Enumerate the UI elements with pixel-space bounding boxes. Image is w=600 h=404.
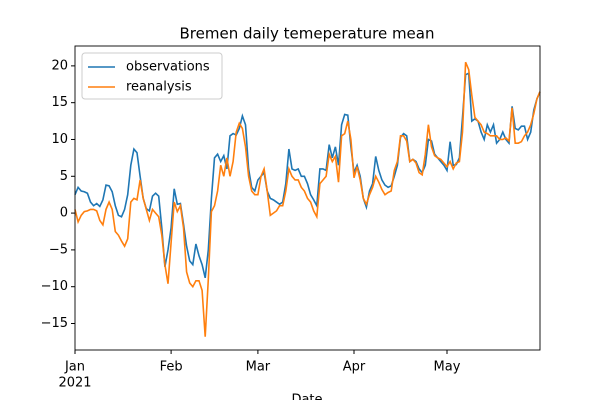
series-line (74, 61, 541, 337)
x-tick-label: Feb (160, 360, 183, 375)
legend-box (81, 52, 223, 100)
x-tick-label: Apr (343, 360, 366, 375)
y-tick-label: 5 (60, 169, 68, 184)
x-tick-label: Jan (64, 360, 85, 375)
y-tick-label: −15 (41, 316, 68, 331)
y-tick-label: 10 (51, 132, 68, 147)
x-tick-label: Mar (246, 360, 271, 375)
x-axis-label: Date (291, 393, 322, 401)
year-label: 2021 (58, 376, 91, 391)
plot-frame (74, 45, 541, 351)
y-tick-label: 15 (51, 95, 68, 110)
y-tick-label: −10 (41, 279, 68, 294)
y-tick-label: −5 (49, 242, 68, 257)
legend: observations reanalysis (81, 52, 223, 100)
x-tick-label: May (434, 360, 461, 375)
legend-label: reanalysis (126, 80, 192, 95)
chart-title: Bremen daily temeperature mean (180, 25, 435, 43)
legend-label: observations (126, 60, 210, 75)
series-line (74, 71, 541, 279)
y-tick-label: 0 (60, 206, 68, 221)
y-tick-label: 20 (51, 58, 68, 73)
